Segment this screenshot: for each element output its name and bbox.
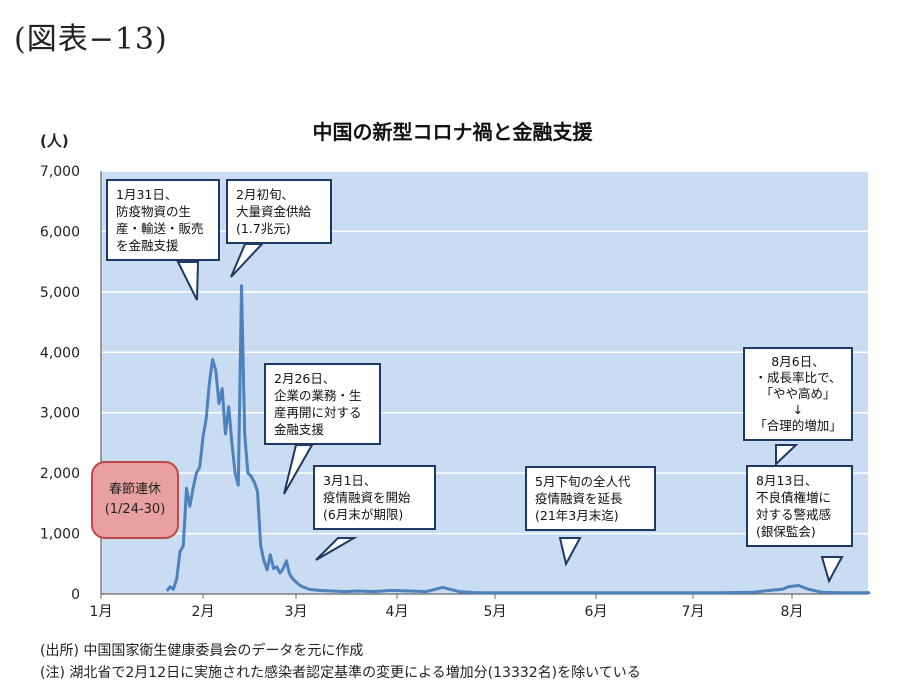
callout-feb-early: 2月初旬、 大量資金供給 (1.7兆元) bbox=[226, 179, 332, 244]
callout-jan31: 1月31日、 防疫物資の生 産・輸送・販売 を金融支援 bbox=[106, 179, 220, 261]
chart-title: 中国の新型コロナ禍と金融支援 bbox=[312, 120, 593, 144]
series-line bbox=[165, 284, 871, 595]
callout-line: 金融支援 bbox=[274, 422, 325, 437]
callout-line: (1.7兆元) bbox=[236, 221, 291, 236]
y-tick-label: 6,000 bbox=[40, 224, 80, 240]
callout-line: 2月初旬、 bbox=[236, 187, 294, 202]
y-tick-label: 5,000 bbox=[40, 285, 80, 301]
callout-line: 8月6日、 bbox=[771, 354, 825, 369]
callout-line: を金融支援 bbox=[116, 238, 179, 253]
holiday-box: 春節連休 (1/24-30) bbox=[91, 461, 179, 539]
down-arrow-icon: ↓ bbox=[792, 402, 804, 417]
x-tick-label: 8月 bbox=[781, 604, 804, 620]
callout-aug13: 8月13日、 不良債権増に 対する警戒感 (銀保監会) bbox=[746, 465, 853, 547]
x-tick-label: 5月 bbox=[484, 604, 507, 620]
callout-pointer bbox=[558, 537, 582, 567]
y-axis-unit: (人) bbox=[40, 132, 69, 150]
source-note: (出所) 中国国家衛生健康委員会のデータを元に作成 bbox=[40, 643, 364, 659]
footnote: (注) 湖北省で2月12日に実施された感染者認定基準の変更による増加分(1333… bbox=[40, 665, 641, 681]
callout-line: 3月1日、 bbox=[323, 473, 377, 488]
y-tick-label: 4,000 bbox=[40, 345, 80, 361]
y-tick-label: 1,000 bbox=[40, 527, 80, 543]
callout-line: 「合理的増加」 bbox=[754, 418, 842, 433]
figure-label: (図表−13) bbox=[14, 22, 168, 57]
y-tick-label: 0 bbox=[71, 587, 80, 603]
callout-aug6: 8月6日、 ・成長率比で、 「やや高め」 ↓ 「合理的増加」 bbox=[743, 347, 853, 441]
callout-line: 5月下旬の全人代 bbox=[535, 474, 631, 489]
callout-pointer bbox=[230, 243, 265, 278]
holiday-dates: (1/24-30) bbox=[104, 502, 166, 517]
callout-pointer bbox=[315, 537, 358, 561]
x-tick-label: 2月 bbox=[192, 604, 215, 620]
callout-line: 疫情融資を開始 bbox=[323, 490, 411, 505]
callout-line: 大量資金供給 bbox=[236, 204, 312, 219]
callout-line: ・成長率比で、 bbox=[754, 370, 842, 385]
y-tick-label: 7,000 bbox=[40, 164, 80, 180]
callout-pointers bbox=[176, 243, 844, 584]
callout-line: 1月31日、 bbox=[116, 187, 178, 202]
callout-pointer bbox=[283, 444, 314, 495]
y-tick-label: 2,000 bbox=[40, 466, 80, 482]
x-tick-labels: 1月 2月 3月 4月 5月 6月 7月 8月 bbox=[90, 594, 804, 620]
x-tick-label: 3月 bbox=[285, 604, 308, 620]
x-tick-label: 4月 bbox=[386, 604, 409, 620]
callout-may: 5月下旬の全人代 疫情融資を延長 (21年3月末迄) bbox=[525, 466, 656, 531]
callout-line: 産再開に対する bbox=[274, 405, 362, 420]
callout-feb26: 2月26日、 企業の業務・生 産再開に対する 金融支援 bbox=[264, 363, 381, 445]
callout-line: 防疫物資の生 bbox=[116, 204, 192, 219]
callout-line: 2月26日、 bbox=[274, 371, 336, 386]
y-tick-label: 3,000 bbox=[40, 406, 80, 422]
callout-line: (6月末が期限) bbox=[323, 507, 404, 522]
callout-line: 「やや高め」 bbox=[760, 386, 836, 401]
x-tick-label: 1月 bbox=[90, 604, 113, 620]
callout-pointer bbox=[775, 444, 799, 467]
y-tick-labels: 0 1,000 2,000 3,000 4,000 5,000 6,000 7,000 bbox=[40, 164, 80, 603]
x-tick-label: 7月 bbox=[682, 604, 705, 620]
callout-line: 産・輸送・販売 bbox=[116, 221, 204, 236]
callout-line: 対する警戒感 bbox=[756, 507, 832, 522]
callout-line: (21年3月末迄) bbox=[535, 508, 619, 523]
callout-line: 企業の業務・生 bbox=[274, 388, 362, 403]
callout-line: 8月13日、 bbox=[756, 473, 818, 488]
callout-line: 不良債権増に bbox=[756, 490, 832, 505]
callout-mar1: 3月1日、 疫情融資を開始 (6月末が期限) bbox=[313, 465, 436, 530]
holiday-title: 春節連休 bbox=[108, 482, 161, 497]
x-tick-label: 6月 bbox=[585, 604, 608, 620]
callout-pointer bbox=[820, 556, 844, 584]
callout-line: (銀保監会) bbox=[756, 524, 816, 539]
callout-pointer bbox=[176, 261, 200, 301]
callout-line: 疫情融資を延長 bbox=[535, 491, 623, 506]
